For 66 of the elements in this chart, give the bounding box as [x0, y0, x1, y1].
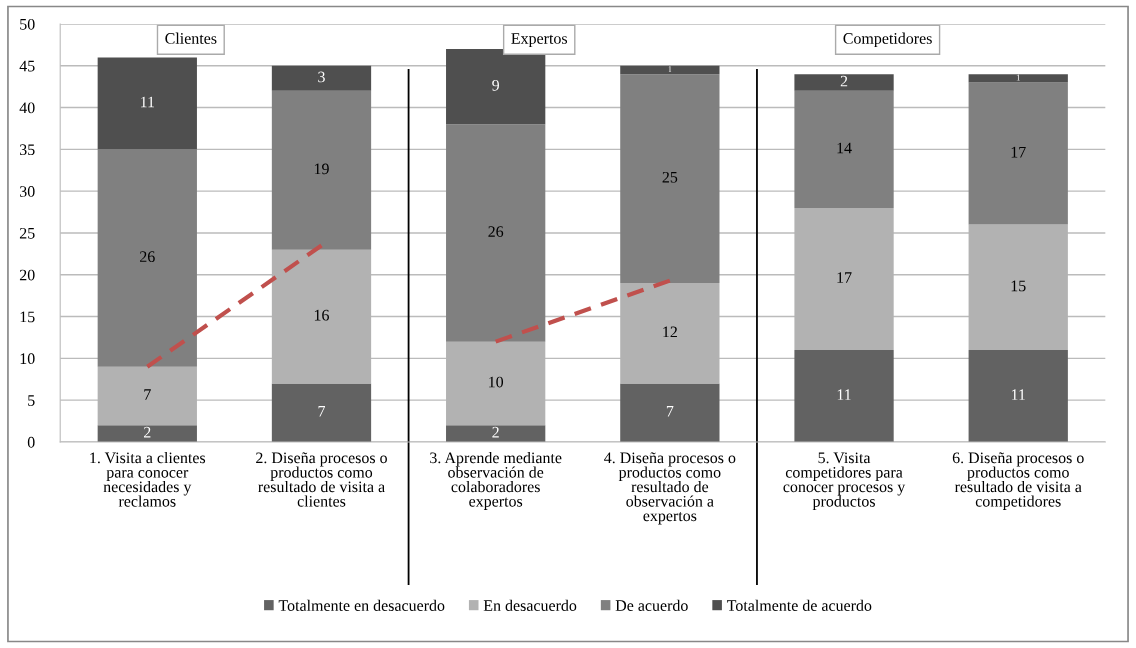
- bar: [446, 49, 546, 125]
- data-label: 2: [840, 75, 848, 87]
- x-tick-label: 3. Aprende mediante observación de colaboradores expertos: [430, 451, 562, 510]
- bar: [794, 349, 894, 442]
- y-tick-label: 0: [27, 436, 35, 448]
- data-label: 17: [1011, 146, 1026, 158]
- bar: [968, 349, 1068, 442]
- bar: [97, 57, 197, 150]
- annotation: Expertos: [511, 33, 568, 48]
- annotation: Competidores: [843, 32, 932, 48]
- y-tick-label: 30: [20, 186, 35, 197]
- data-label: 2: [492, 426, 499, 438]
- bar: [968, 74, 1068, 83]
- bar: [271, 90, 372, 250]
- y-tick-label: 5: [28, 395, 35, 406]
- bar: [620, 383, 720, 442]
- y-tick-label: 50: [20, 18, 35, 30]
- data-label: 11: [141, 96, 155, 108]
- bar: [794, 74, 894, 91]
- y-tick-label: 20: [19, 269, 35, 281]
- data-label: 16: [314, 309, 329, 321]
- bar: [620, 65, 720, 75]
- data-label: 19: [314, 163, 329, 175]
- data-label: 7: [666, 406, 674, 417]
- y-tick-label: 15: [20, 311, 35, 323]
- data-label: 1: [1016, 74, 1020, 81]
- data-label: 17: [837, 272, 852, 283]
- data-label: 12: [663, 326, 677, 338]
- bar: [446, 124, 546, 342]
- data-label: 11: [837, 389, 851, 400]
- bar: [97, 149, 197, 367]
- x-tick-label: 2. Diseña procesos o productos como resultado de visita a clientes: [256, 452, 387, 507]
- y-tick-label: 35: [20, 144, 35, 156]
- legend-label: Totalmente en desacuerdo: [278, 599, 445, 611]
- bar: [620, 74, 720, 284]
- bar: [446, 425, 546, 442]
- data-label: 11: [1011, 389, 1025, 400]
- bar: [271, 383, 372, 442]
- y-tick-label: 40: [19, 102, 35, 114]
- bar: [968, 82, 1068, 225]
- data-label: 26: [140, 251, 155, 263]
- y-tick-label: 25: [19, 227, 35, 239]
- data-label: 9: [492, 79, 500, 91]
- data-label: 14: [837, 142, 852, 154]
- x-tick-label: 5. Visita competidores para conocer procesos y productos: [783, 452, 906, 510]
- data-label: 10: [489, 376, 504, 388]
- legend-label: En desacuerdo: [483, 599, 577, 611]
- y-tick-label: 10: [20, 353, 35, 365]
- legend-label: De acuerdo: [615, 599, 688, 611]
- data-label: 25: [662, 171, 678, 183]
- bar: [97, 425, 197, 442]
- y-tick-label: 45: [19, 60, 35, 72]
- legend-label: Totalmente de acuerdo: [726, 599, 872, 611]
- x-tick-label: 6. Diseña procesos o productos como resultado de visita a competidores: [952, 452, 1084, 510]
- data-label: 3: [318, 71, 325, 83]
- x-tick-label: 4. Diseña procesos o productos como resultado de observación a expertos: [604, 452, 736, 525]
- bar: [794, 90, 894, 208]
- data-label: 7: [318, 406, 326, 417]
- data-label: 1: [668, 66, 672, 73]
- data-label: 26: [488, 226, 504, 237]
- data-label: 2: [144, 426, 151, 438]
- x-tick-label: 1. Visita a clientes para conocer necesidades y reclamos: [90, 451, 206, 507]
- bar: [271, 65, 372, 91]
- annotation: Clientes: [165, 32, 217, 44]
- data-label: 7: [144, 389, 151, 400]
- data-label: 15: [1011, 280, 1026, 292]
